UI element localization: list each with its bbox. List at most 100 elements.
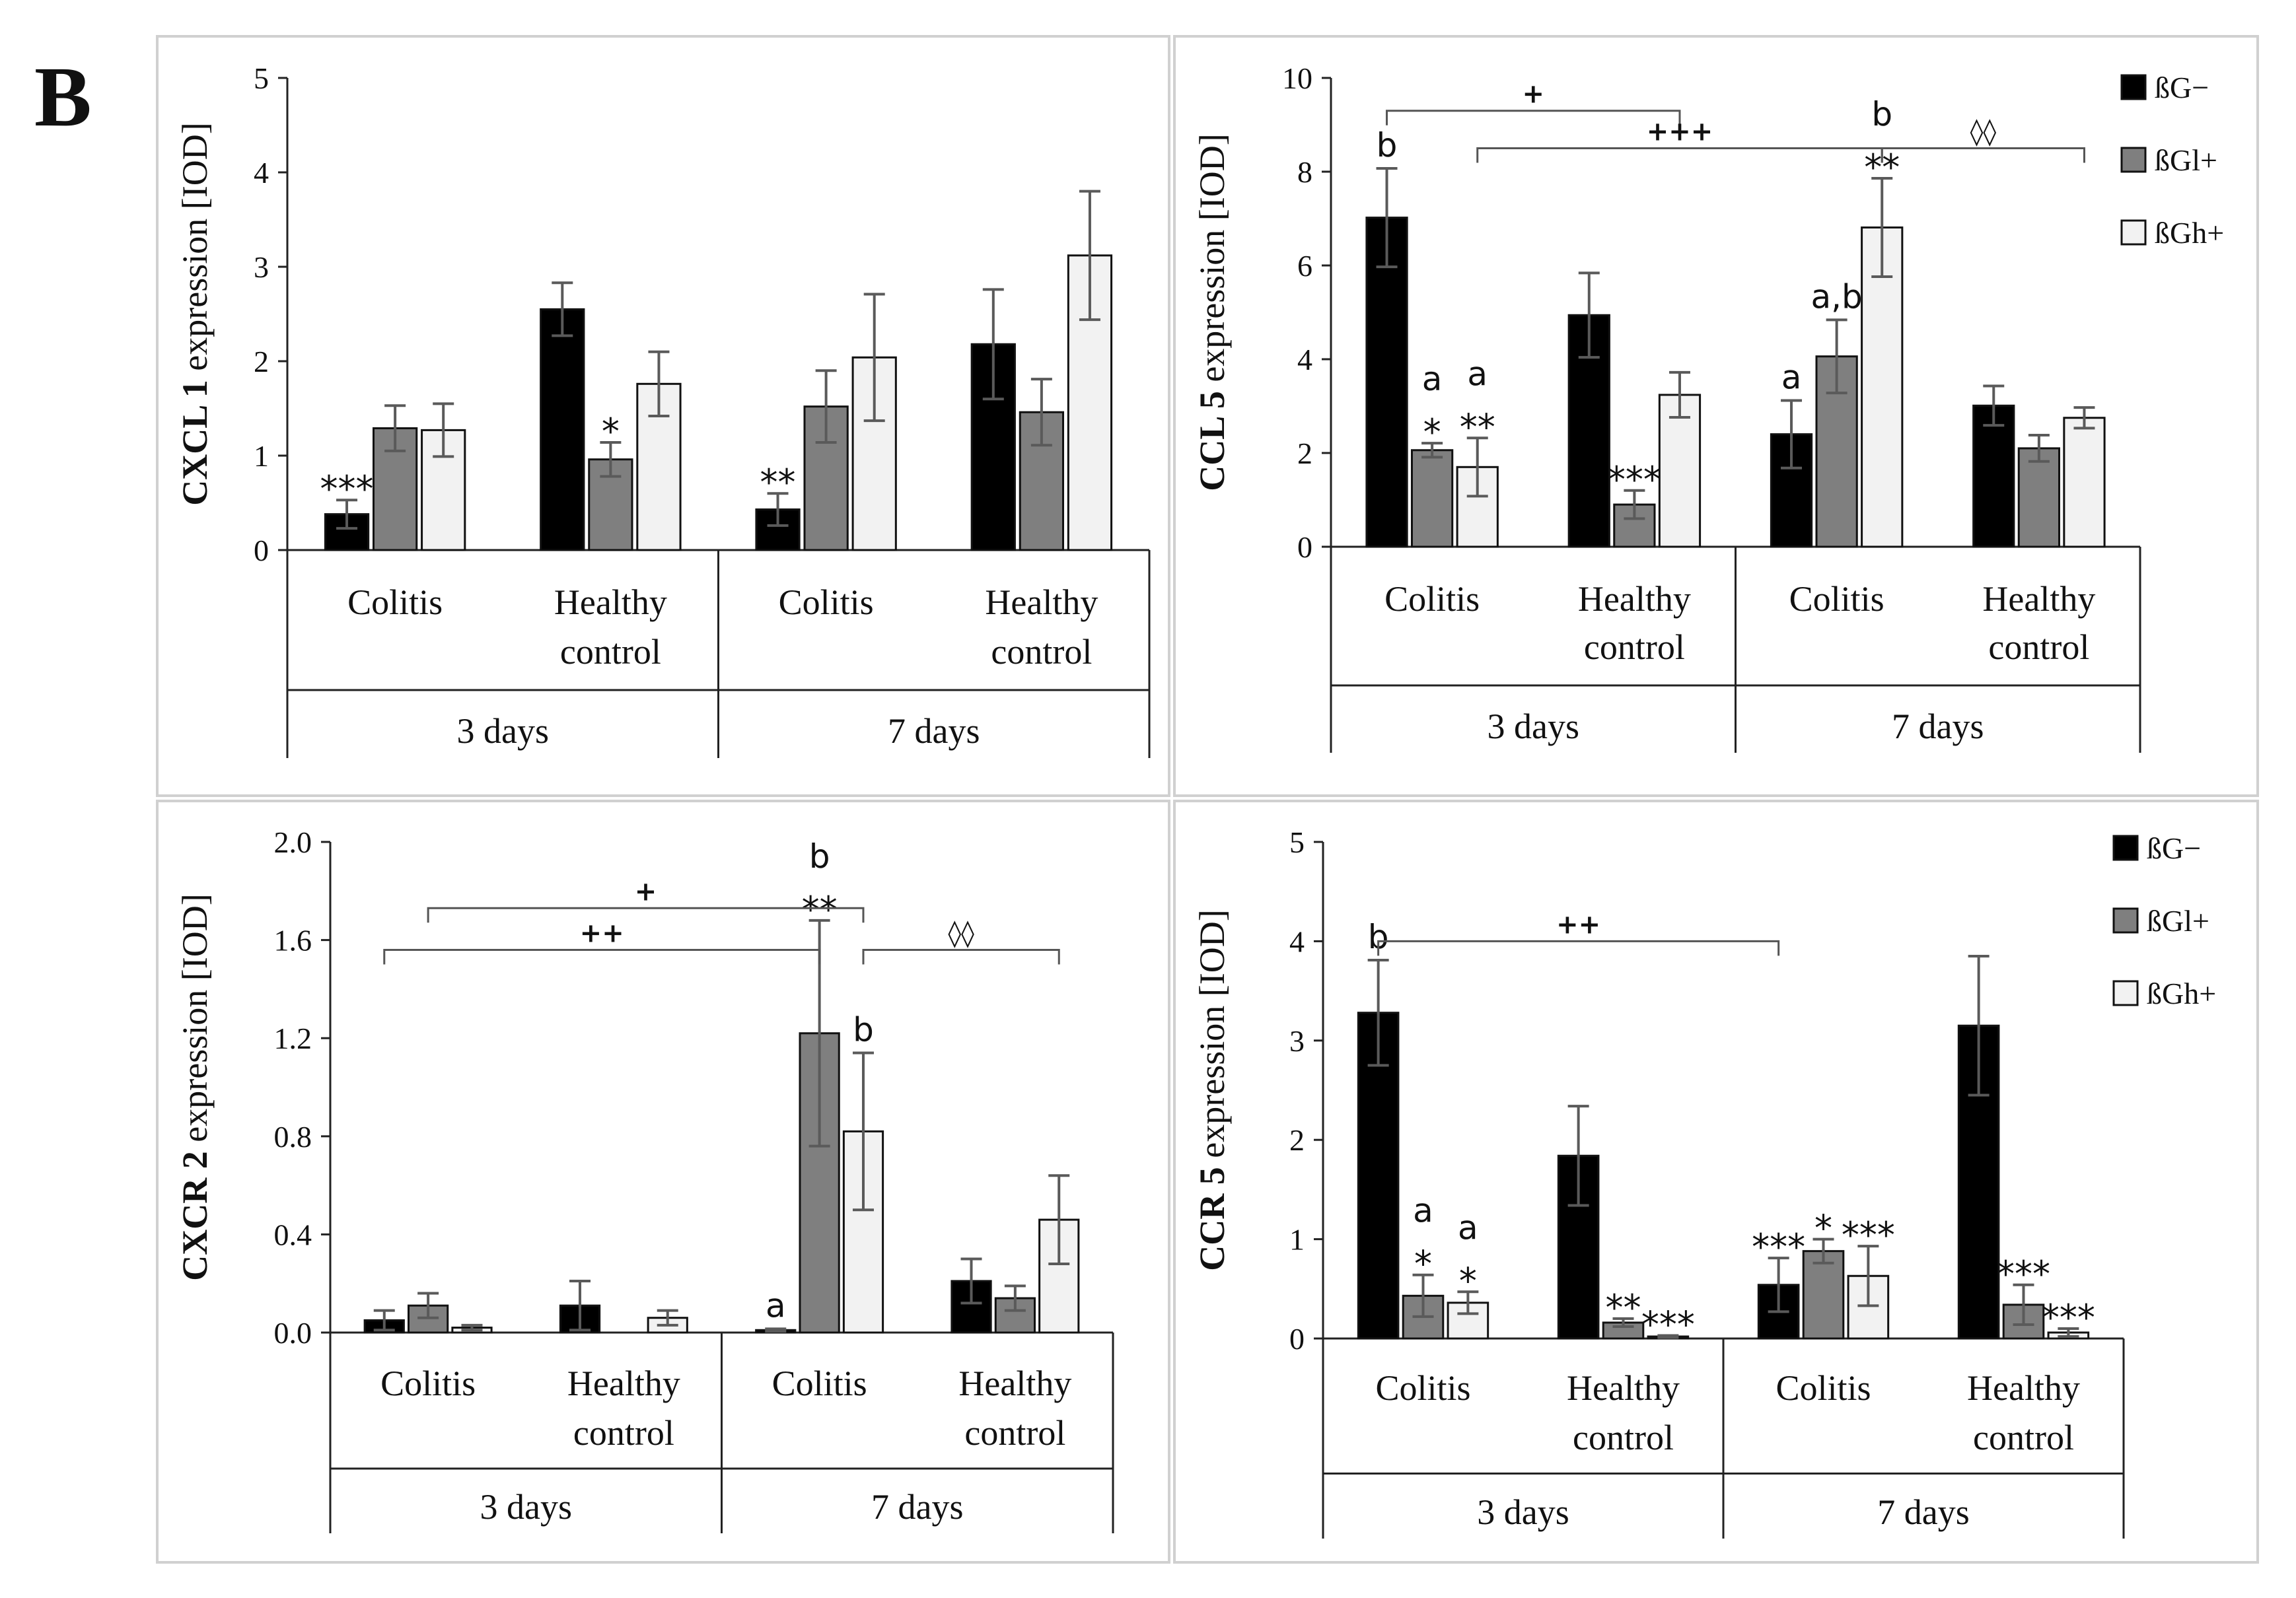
significance-stars: ***	[2042, 1297, 2095, 1338]
significance-letter: a,b	[1811, 277, 1862, 316]
comparison-label: ◊◊	[1970, 117, 1997, 147]
y-tick-label: 0	[1289, 1322, 1305, 1356]
y-tick-label: 0	[1297, 530, 1312, 564]
y-tick-label: 1	[1289, 1223, 1305, 1257]
comparison-bracket	[383, 948, 821, 965]
y-tick-label: 6	[1297, 249, 1312, 283]
significance-letter: a	[1467, 355, 1488, 393]
y-tick-label: 1.2	[274, 1022, 312, 1055]
y-axis-label-unit: expression [IOD]	[175, 122, 215, 380]
y-tick-label: 2	[1297, 436, 1312, 470]
category-label: Healthy	[1578, 579, 1691, 619]
y-tick-label: 4	[254, 156, 269, 190]
comparison-label: ++	[580, 918, 624, 948]
significance-letter: a	[1413, 1192, 1433, 1230]
category-label: control	[964, 1413, 1065, 1453]
y-tick-label: 4	[1297, 343, 1312, 376]
y-axis-label: CXCL 1 expression [IOD]	[175, 122, 215, 505]
chart-panel-2: 0 2 4 6 8 10 CCL 5 expression [IOD] Colitis Heal…	[1173, 35, 2259, 797]
significance-stars: **	[760, 462, 796, 503]
bar	[1802, 1250, 1845, 1340]
comparison-label: ++	[1556, 909, 1600, 940]
significance-letter: b	[1871, 95, 1892, 133]
y-tick-label: 0.4	[274, 1218, 312, 1251]
bar	[755, 508, 801, 551]
significance-letter: a	[766, 1286, 786, 1325]
y-tick-label: 5	[1289, 825, 1305, 859]
y-axis-label-gene: CCR 5	[1192, 1167, 1232, 1271]
group-label: 7 days	[888, 711, 980, 751]
group-label: 3 days	[1488, 707, 1579, 746]
significance-stars: ***	[1641, 1303, 1695, 1345]
legend-swatch	[2112, 980, 2139, 1006]
legend-swatch	[2120, 74, 2147, 100]
significance-stars: *	[1414, 1243, 1432, 1285]
y-tick-label: 5	[254, 61, 269, 95]
legend-label: ßGh+	[2155, 216, 2224, 250]
y-tick-label: 0.8	[274, 1120, 312, 1154]
legend-label: ßGl+	[2155, 143, 2217, 177]
category-label: Colitis	[347, 582, 443, 622]
category-label: Colitis	[772, 1364, 867, 1403]
chart-panel-3: 0.0 0.4 0.8 1.2 1.6 2.0 CXCR 2 expression [IOD…	[156, 800, 1170, 1564]
group-label: 3 days	[457, 711, 549, 751]
y-axis-label-unit: expression [IOD]	[1192, 909, 1232, 1167]
panel-frame	[156, 35, 1170, 797]
bar	[540, 308, 585, 551]
y-tick-label: 0.0	[274, 1316, 312, 1350]
significance-letter: b	[1377, 126, 1398, 164]
bar	[1861, 226, 1904, 548]
comparison-bracket	[1386, 110, 1681, 125]
comparison-bracket	[1377, 940, 1780, 956]
legend-swatch	[2112, 835, 2139, 861]
category-label: Healthy	[958, 1364, 1071, 1403]
significance-stars: ***	[1842, 1214, 1895, 1256]
comparison-bracket	[1881, 147, 2085, 163]
y-axis-label: CCR 5 expression [IOD]	[1192, 909, 1232, 1270]
y-tick-label: 4	[1289, 924, 1305, 958]
category-label: Colitis	[1776, 1368, 1871, 1408]
significance-letter: b	[853, 1010, 874, 1049]
figure-label: B	[34, 50, 92, 145]
group-label: 7 days	[1877, 1492, 1969, 1532]
category-label: Healthy	[1982, 579, 2095, 619]
comparison-bracket	[427, 907, 865, 923]
y-tick-label: 2	[254, 345, 269, 378]
panel-frame	[1173, 800, 2259, 1564]
y-tick-label: 1.6	[274, 924, 312, 957]
y-axis-label-gene: CXCR 2	[175, 1151, 215, 1281]
significance-stars: ***	[320, 468, 374, 510]
comparison-bracket	[1476, 147, 1883, 163]
comparison-label: +++	[1647, 117, 1713, 147]
category-label: Healthy	[554, 582, 667, 622]
category-label: Healthy	[1967, 1368, 2080, 1408]
group-label: 3 days	[1477, 1492, 1569, 1532]
bar	[1972, 404, 2015, 548]
comparison-label: ◊◊	[948, 918, 974, 948]
category-label: Healthy	[567, 1364, 680, 1403]
legend-label: ßGl+	[2147, 904, 2209, 938]
category-label: Colitis	[1375, 1368, 1470, 1408]
category-label: Healthy	[985, 582, 1098, 622]
significance-stars: *	[1814, 1208, 1832, 1249]
significance-stars: **	[802, 889, 838, 930]
category-label: control	[991, 632, 1092, 672]
significance-stars: ***	[1608, 459, 1661, 501]
significance-letter: a	[1781, 358, 1802, 396]
significance-stars: ***	[1997, 1253, 2050, 1295]
significance-letter: a	[1458, 1208, 1478, 1247]
category-label: Colitis	[380, 1364, 476, 1403]
bar	[2017, 447, 2060, 548]
y-axis-label-gene: CCL 5	[1192, 391, 1232, 491]
comparison-label: +	[1522, 79, 1544, 110]
y-tick-label: 2	[1289, 1123, 1305, 1157]
y-tick-label: 0	[254, 534, 269, 567]
legend-swatch	[2112, 907, 2139, 934]
y-tick-label: 2.0	[274, 825, 312, 859]
panel-frame	[156, 800, 1170, 1564]
legend-label: ßG−	[2147, 831, 2201, 865]
group-label: 7 days	[1892, 707, 1984, 746]
significance-stars: *	[1423, 411, 1441, 453]
y-tick-label: 10	[1282, 61, 1312, 95]
